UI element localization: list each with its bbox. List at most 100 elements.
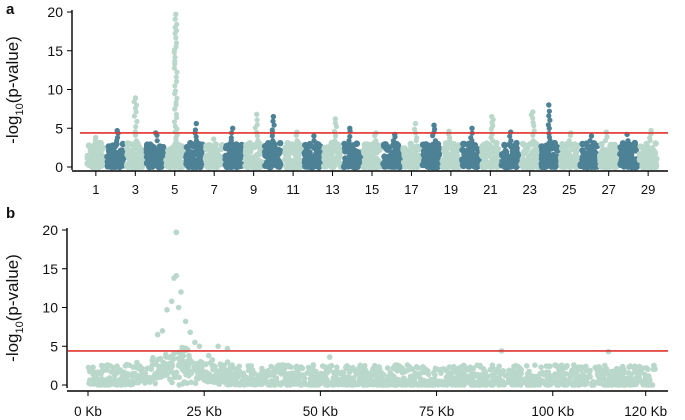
- snp-point: [558, 145, 566, 152]
- snp-point: [332, 138, 338, 144]
- snp-point: [283, 362, 290, 369]
- snp-point: [204, 378, 211, 385]
- snp-point: [205, 352, 212, 359]
- snp-point: [627, 375, 634, 382]
- snp-point: [300, 372, 307, 378]
- snp-point: [576, 374, 582, 380]
- snp-point: [301, 149, 308, 157]
- panel-b-regional-plot: b 0 5 10 15 20 0 Kb 25 Kb 50 Kb 75 Kb 100 Kb 120 K…: [3, 205, 668, 419]
- snp-point: [460, 140, 467, 148]
- snp-point: [443, 367, 450, 374]
- snp-point: [414, 143, 422, 151]
- snp-point: [275, 362, 282, 369]
- snp-point: [409, 366, 416, 373]
- snp-point: [173, 35, 179, 41]
- snp-point: [441, 149, 449, 156]
- snp-point: [490, 159, 498, 167]
- snp-point: [175, 304, 182, 311]
- snp-point: [250, 154, 257, 161]
- snp-point: [171, 119, 178, 125]
- snp-point: [145, 375, 151, 381]
- chromosome-12-points: [301, 133, 325, 171]
- snp-point: [430, 153, 437, 161]
- peak-point: [173, 11, 179, 17]
- snp-point: [571, 159, 579, 166]
- snp-point: [407, 140, 414, 148]
- x-tick-label: 11: [286, 182, 300, 197]
- snp-point: [263, 152, 270, 160]
- snp-point: [594, 371, 601, 378]
- snp-point: [645, 380, 652, 387]
- snp-point: [390, 365, 397, 371]
- snp-point: [485, 143, 492, 151]
- x-tick-label: 21: [483, 182, 497, 197]
- snp-point: [192, 339, 198, 346]
- peak-point: [469, 125, 475, 131]
- snp-point: [638, 154, 645, 161]
- x-tick-label: 23: [523, 182, 537, 197]
- snp-point: [343, 161, 351, 168]
- snp-point: [409, 148, 416, 155]
- snp-point: [345, 364, 352, 370]
- chromosome-7-points: [202, 136, 226, 171]
- snp-point: [367, 370, 373, 377]
- snp-point: [282, 144, 289, 152]
- y-tick-label: 20: [47, 4, 63, 20]
- snp-point: [499, 158, 506, 165]
- x-tick-label: 50 Kb: [303, 404, 338, 419]
- snp-point: [108, 381, 114, 387]
- snp-point: [95, 157, 103, 165]
- snp-point: [569, 381, 576, 387]
- snp-point: [137, 363, 143, 369]
- snp-point: [523, 363, 530, 369]
- snp-point: [491, 378, 497, 385]
- snp-point: [353, 163, 361, 170]
- snp-point: [196, 142, 203, 149]
- snp-point: [250, 380, 256, 387]
- snp-point: [581, 381, 588, 388]
- snp-point: [541, 143, 548, 150]
- snp-point: [274, 158, 281, 165]
- snp-point: [154, 157, 162, 164]
- snp-point: [504, 155, 511, 163]
- chromosome-19-points: [439, 128, 463, 171]
- snp-point: [255, 372, 262, 379]
- chromosome-23-points: [518, 109, 542, 171]
- snp-point: [425, 371, 432, 378]
- x-tick-label: 9: [250, 182, 257, 197]
- snp-point: [507, 133, 513, 139]
- panel-b-points: [85, 229, 658, 388]
- snp-point: [506, 367, 512, 374]
- highlighted-points: [154, 229, 612, 360]
- snp-point: [314, 374, 320, 381]
- snp-point: [493, 149, 501, 156]
- chromosome-3-points: [124, 95, 147, 171]
- snp-point: [370, 366, 376, 372]
- snp-point: [639, 365, 646, 371]
- snp-point: [569, 145, 576, 152]
- snp-point: [556, 364, 563, 370]
- snp-point: [425, 380, 431, 387]
- snp-point: [429, 381, 436, 387]
- snp-point: [175, 363, 182, 369]
- chromosome-15-points: [360, 130, 384, 171]
- snp-point: [625, 138, 631, 144]
- snp-point: [544, 369, 550, 376]
- snp-point: [648, 145, 656, 152]
- snp-point: [114, 135, 121, 141]
- snp-point: [344, 156, 351, 163]
- snp-point: [236, 363, 242, 370]
- chromosome-8-points: [222, 125, 245, 171]
- snp-point: [325, 382, 331, 388]
- snp-point: [136, 144, 143, 152]
- snp-point: [272, 378, 279, 384]
- snp-point: [226, 157, 233, 164]
- snp-point: [604, 370, 610, 376]
- snp-point: [269, 127, 275, 133]
- snp-point: [507, 373, 513, 379]
- snp-point: [432, 138, 438, 144]
- snp-point: [112, 370, 119, 377]
- snp-point: [154, 331, 161, 338]
- snp-point: [305, 142, 312, 150]
- snp-point: [385, 161, 393, 169]
